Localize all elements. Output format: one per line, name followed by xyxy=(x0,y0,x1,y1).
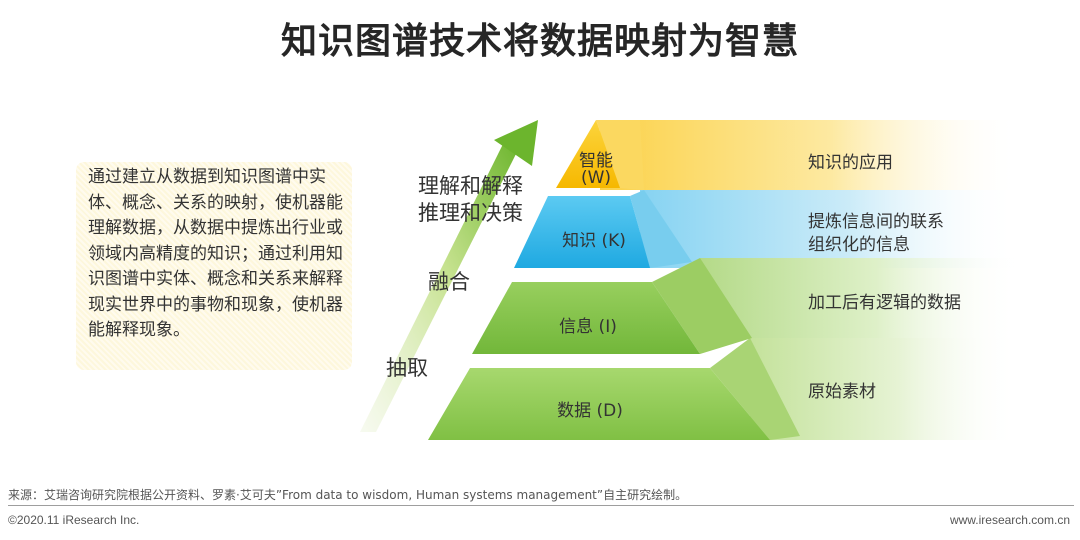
knowledge-note-1: 提炼信息间的联系 xyxy=(808,212,944,232)
layer-data-side xyxy=(710,338,800,440)
wisdom-note: 知识的应用 xyxy=(808,153,893,173)
layer-knowledge xyxy=(514,196,650,268)
progress-arrow-head xyxy=(494,120,538,166)
source-note: 来源：艾瑞咨询研究院根据公开资料、罗素·艾可夫”From data to wis… xyxy=(8,488,688,502)
process-label-understand-1: 理解和解释 xyxy=(418,174,523,198)
layer-data xyxy=(428,368,770,440)
wisdom-label: 智能 xyxy=(579,151,613,171)
band-knowledge xyxy=(640,190,1020,268)
process-label-extract: 抽取 xyxy=(386,356,428,380)
data-label: 数据 (D) xyxy=(557,401,623,421)
knowledge-note-2: 组织化的信息 xyxy=(808,235,910,255)
description-box xyxy=(76,162,352,370)
layer-wisdom xyxy=(556,120,620,188)
process-label-fuse: 融合 xyxy=(428,270,470,294)
data-note: 原始素材 xyxy=(808,382,876,402)
description-text: 通过建立从数据到知识图谱中实体、概念、关系的映射，使机器能理解数据，从数据中提炼… xyxy=(88,167,343,340)
layer-wisdom-side xyxy=(596,120,644,190)
dikw-pyramid-diagram xyxy=(360,120,1020,440)
band-data xyxy=(750,338,1020,440)
page-title: 知识图谱技术将数据映射为智慧 xyxy=(280,21,799,62)
progress-arrow-shaft xyxy=(360,140,520,432)
footer-divider xyxy=(8,505,1074,506)
copyright: ©2020.11 iResearch Inc. xyxy=(8,513,140,527)
website-link: www.iresearch.com.cn xyxy=(949,513,1070,527)
band-information xyxy=(700,258,1020,338)
layer-information xyxy=(472,282,700,354)
process-label-understand-2: 推理和决策 xyxy=(418,201,523,225)
layer-information-side xyxy=(652,258,752,354)
layer-knowledge-side xyxy=(630,190,692,268)
information-note: 加工后有逻辑的数据 xyxy=(808,293,961,313)
wisdom-code: (W) xyxy=(580,168,612,188)
information-label: 信息 (I) xyxy=(559,317,617,337)
knowledge-label: 知识 (K) xyxy=(562,231,626,251)
band-wisdom xyxy=(600,120,1020,190)
